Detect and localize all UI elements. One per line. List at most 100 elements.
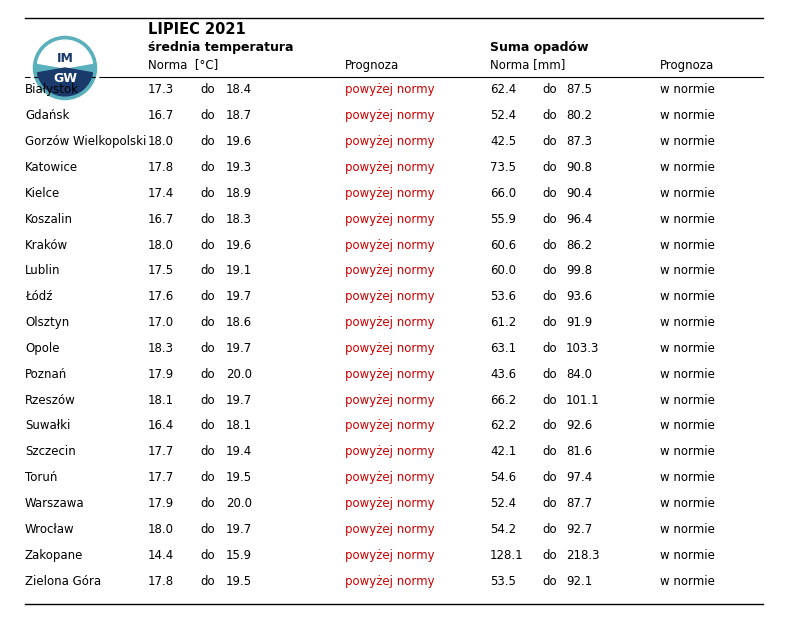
Text: powyżej normy: powyżej normy <box>345 109 435 123</box>
Text: 62.4: 62.4 <box>490 83 516 96</box>
Text: powyżej normy: powyżej normy <box>345 161 435 174</box>
Text: 87.5: 87.5 <box>566 83 592 96</box>
Text: Zakopane: Zakopane <box>25 549 84 562</box>
Text: IM: IM <box>57 52 73 65</box>
Text: Szczecin: Szczecin <box>25 445 76 458</box>
Text: w normie: w normie <box>660 523 715 536</box>
Text: do: do <box>200 342 214 355</box>
Text: powyżej normy: powyżej normy <box>345 471 435 484</box>
Text: powyżej normy: powyżej normy <box>345 264 435 277</box>
Text: Białystok: Białystok <box>25 83 79 96</box>
Text: 80.2: 80.2 <box>566 109 592 123</box>
Text: w normie: w normie <box>660 419 715 432</box>
Text: w normie: w normie <box>660 445 715 458</box>
Text: 19.5: 19.5 <box>226 471 252 484</box>
Text: 18.4: 18.4 <box>226 83 252 96</box>
Text: 18.1: 18.1 <box>226 419 252 432</box>
Text: Wrocław: Wrocław <box>25 523 75 536</box>
Text: do: do <box>542 213 556 226</box>
Text: 18.3: 18.3 <box>148 342 174 355</box>
Text: Prognoza: Prognoza <box>345 58 400 72</box>
Text: 81.6: 81.6 <box>566 445 592 458</box>
Text: powyżej normy: powyżej normy <box>345 238 435 251</box>
Text: w normie: w normie <box>660 394 715 407</box>
Text: 53.6: 53.6 <box>490 290 516 304</box>
Text: do: do <box>542 264 556 277</box>
Text: 99.8: 99.8 <box>566 264 592 277</box>
Text: Gorzów Wielkopolski: Gorzów Wielkopolski <box>25 135 147 148</box>
Text: do: do <box>200 290 214 304</box>
Text: 66.2: 66.2 <box>490 394 516 407</box>
Text: w normie: w normie <box>660 135 715 148</box>
Text: 19.6: 19.6 <box>226 135 252 148</box>
Text: 54.2: 54.2 <box>490 523 516 536</box>
Text: 19.7: 19.7 <box>226 394 252 407</box>
Text: Norma [mm]: Norma [mm] <box>490 58 565 72</box>
Text: powyżej normy: powyżej normy <box>345 523 435 536</box>
Text: 17.8: 17.8 <box>148 575 174 588</box>
Text: 17.6: 17.6 <box>148 290 174 304</box>
Text: 42.5: 42.5 <box>490 135 516 148</box>
Text: średnia temperatura: średnia temperatura <box>148 40 293 53</box>
Text: do: do <box>542 368 556 381</box>
Text: 86.2: 86.2 <box>566 238 592 251</box>
Text: w normie: w normie <box>660 290 715 304</box>
Wedge shape <box>38 40 92 68</box>
Text: w normie: w normie <box>660 213 715 226</box>
Text: 93.6: 93.6 <box>566 290 592 304</box>
Text: do: do <box>200 187 214 200</box>
Text: 19.3: 19.3 <box>226 161 252 174</box>
Text: 63.1: 63.1 <box>490 342 516 355</box>
Text: 19.6: 19.6 <box>226 238 252 251</box>
Text: 18.0: 18.0 <box>148 238 174 251</box>
Text: 19.1: 19.1 <box>226 264 252 277</box>
Text: Prognoza: Prognoza <box>660 58 714 72</box>
Text: 42.1: 42.1 <box>490 445 516 458</box>
Text: Warszawa: Warszawa <box>25 497 84 510</box>
Text: do: do <box>200 109 214 123</box>
Text: do: do <box>200 161 214 174</box>
Text: Suma opadów: Suma opadów <box>490 40 589 53</box>
Text: do: do <box>542 497 556 510</box>
Text: 14.4: 14.4 <box>148 549 174 562</box>
Text: do: do <box>542 445 556 458</box>
Text: w normie: w normie <box>660 264 715 277</box>
Text: 19.7: 19.7 <box>226 290 252 304</box>
Text: 62.2: 62.2 <box>490 419 516 432</box>
Text: powyżej normy: powyżej normy <box>345 445 435 458</box>
Text: 84.0: 84.0 <box>566 368 592 381</box>
Text: powyżej normy: powyżej normy <box>345 549 435 562</box>
Text: 18.3: 18.3 <box>226 213 252 226</box>
Text: w normie: w normie <box>660 187 715 200</box>
Text: powyżej normy: powyżej normy <box>345 394 435 407</box>
Text: 19.7: 19.7 <box>226 342 252 355</box>
Text: w normie: w normie <box>660 549 715 562</box>
Text: do: do <box>200 238 214 251</box>
Text: Suwałki: Suwałki <box>25 419 70 432</box>
Text: do: do <box>200 368 214 381</box>
Text: 54.6: 54.6 <box>490 471 516 484</box>
Text: w normie: w normie <box>660 497 715 510</box>
Text: Katowice: Katowice <box>25 161 78 174</box>
Text: 60.6: 60.6 <box>490 238 516 251</box>
Text: powyżej normy: powyżej normy <box>345 575 435 588</box>
Text: 66.0: 66.0 <box>490 187 516 200</box>
Text: 19.4: 19.4 <box>226 445 252 458</box>
Text: w normie: w normie <box>660 471 715 484</box>
Text: 103.3: 103.3 <box>566 342 600 355</box>
Text: do: do <box>200 549 214 562</box>
Text: do: do <box>200 264 214 277</box>
Text: do: do <box>200 445 214 458</box>
Text: do: do <box>542 419 556 432</box>
Text: do: do <box>542 238 556 251</box>
Text: do: do <box>542 109 556 123</box>
Text: Opole: Opole <box>25 342 60 355</box>
Text: do: do <box>542 523 556 536</box>
Text: 96.4: 96.4 <box>566 213 593 226</box>
Text: LIPIEC 2021: LIPIEC 2021 <box>148 22 246 37</box>
Text: do: do <box>542 575 556 588</box>
Text: 87.7: 87.7 <box>566 497 592 510</box>
Text: 18.0: 18.0 <box>148 523 174 536</box>
Text: 19.5: 19.5 <box>226 575 252 588</box>
Text: 60.0: 60.0 <box>490 264 516 277</box>
